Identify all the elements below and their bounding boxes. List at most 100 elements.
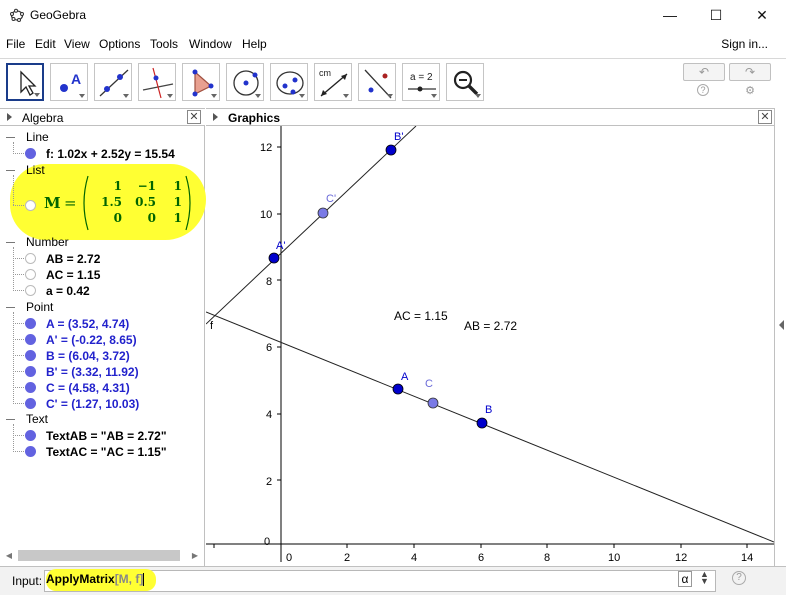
scroll-right-icon[interactable]: ▶ [191,551,199,560]
visibility-toggle[interactable] [25,200,36,211]
text-ac-canvas[interactable]: AC = 1.15 [394,309,448,323]
visibility-toggle[interactable] [25,430,36,441]
point-icon: A [60,71,81,92]
x-tick-label: 10 [608,552,620,562]
text-ab-item[interactable]: TextAB = "AB = 2.72" [46,429,167,443]
circle-tool-button[interactable] [226,63,264,101]
category-number: Number [26,235,69,249]
graphics-header: Graphics [206,108,774,126]
close-algebra-button[interactable]: ✕ [187,110,201,124]
menu-view[interactable]: View [64,37,90,51]
expand-arrow-icon[interactable] [7,113,12,121]
horizontal-scrollbar[interactable] [18,550,180,561]
graphics-view[interactable]: 0 2 4 6 8 10 12 14 0 2 4 6 8 10 [205,125,775,564]
number-ac-item[interactable]: AC = 1.15 [46,268,101,282]
visibility-toggle[interactable] [25,350,36,361]
collapse-number-icon[interactable] [6,242,15,243]
line-f-item[interactable]: f: 1.02x + 2.52y = 15.54 [46,147,175,161]
point-b-prime-item[interactable]: B' = (3.32, 11.92) [46,365,139,379]
move-tool-button[interactable] [6,63,44,101]
menu-window[interactable]: Window [189,37,232,51]
line-tool-button[interactable] [94,63,132,101]
alpha-symbol-button[interactable]: α [678,571,692,587]
zoom-tool-button[interactable] [446,63,484,101]
collapse-list-icon[interactable] [6,170,15,171]
text-ab-canvas[interactable]: AB = 2.72 [464,319,517,333]
graphics-title: Graphics [228,111,281,125]
matrix-m-item[interactable]: M = 1 −1 1 1.5 0.5 1 0 0 [44,174,194,232]
visibility-toggle[interactable] [25,318,36,329]
gear-icon[interactable]: ⚙ [745,85,755,97]
menu-options[interactable]: Options [99,37,141,51]
point-b-item[interactable]: B = (6.04, 3.72) [46,349,130,363]
visibility-toggle[interactable] [25,269,36,280]
expand-arrow-icon[interactable] [213,113,218,121]
algebra-header: Algebra ✕ [0,108,205,126]
text-ac-item[interactable]: TextAC = "AC = 1.15" [46,445,167,459]
collapse-arrow-icon[interactable] [779,320,784,330]
scroll-left-icon[interactable]: ◀ [5,551,13,560]
algebra-view: Line f: 1.02x + 2.52y = 15.54 List M = 1… [0,126,206,566]
algebra-title: Algebra [22,111,64,125]
collapse-point-icon[interactable] [6,307,15,308]
visibility-toggle[interactable] [25,253,36,264]
point-c-prime-item[interactable]: C' = (1.27, 10.03) [46,397,140,411]
menu-help[interactable]: Help [242,37,267,51]
visibility-toggle[interactable] [25,285,36,296]
collapse-text-icon[interactable] [6,419,15,420]
help-small-icon[interactable]: ? [697,84,709,96]
number-a-item[interactable]: a = 0.42 [46,284,90,298]
ellipse-icon [276,71,304,95]
maximize-button[interactable]: ☐ [709,6,723,23]
slider-tool-button[interactable]: a = 2 [402,63,440,101]
redo-button[interactable]: ↷ [729,63,771,81]
input-help-button[interactable]: ? [732,571,746,585]
y-tick-label: 8 [266,276,272,288]
image-line [205,125,417,325]
menu-tools[interactable]: Tools [150,37,179,51]
graphics-canvas[interactable]: 0 2 4 6 8 10 12 14 0 2 4 6 8 10 [205,125,775,564]
perpendicular-line-icon [142,67,174,99]
menu-edit[interactable]: Edit [35,37,56,51]
number-ab-item[interactable]: AB = 2.72 [46,252,101,266]
point-b-label: B [485,404,492,416]
point-a-item[interactable]: A = (3.52, 4.74) [46,317,130,331]
zoom-out-icon [453,70,479,96]
visibility-toggle[interactable] [25,398,36,409]
undo-button[interactable]: ↶ [683,63,725,81]
visibility-toggle[interactable] [25,148,36,159]
visibility-toggle[interactable] [25,382,36,393]
close-button[interactable]: ✕ [756,6,768,23]
minimize-button[interactable]: — [663,7,677,23]
measure-tool-button[interactable]: cm [314,63,352,101]
sign-in-link[interactable]: Sign in... [721,37,768,51]
svg-text:A: A [71,71,81,87]
x-ticks [213,544,748,548]
collapse-line-icon[interactable] [6,137,15,138]
point-c-label: C [425,378,433,390]
close-graphics-button[interactable]: ✕ [758,110,772,124]
reflect-tool-button[interactable] [358,63,396,101]
point-a-prime-item[interactable]: A' = (-0.22, 8.65) [46,333,137,347]
perpendicular-tool-button[interactable] [138,63,176,101]
input-command-text[interactable]: ApplyMatrix[M, f] [46,572,145,587]
x-tick-label: 12 [675,552,687,562]
history-spinner[interactable]: ▲ ▼ [700,569,709,586]
y-ticks [277,146,281,545]
point-c-item[interactable]: C = (4.58, 4.31) [46,381,130,395]
menu-file[interactable]: File [6,37,26,51]
point-tool-button[interactable]: A [50,63,88,101]
input-field[interactable] [44,570,716,592]
visibility-toggle[interactable] [25,334,36,345]
input-command-name: ApplyMatrix [46,572,115,586]
visibility-toggle[interactable] [25,366,36,377]
conic-tool-button[interactable] [270,63,308,101]
visibility-toggle[interactable] [25,446,36,457]
graphics-side-strip [774,108,786,566]
x-tick-label: 6 [478,552,484,562]
point-c-prime-label: C' [326,193,336,205]
polygon-tool-button[interactable] [182,63,220,101]
point-c [427,397,439,409]
yellow-highlight [10,164,206,240]
